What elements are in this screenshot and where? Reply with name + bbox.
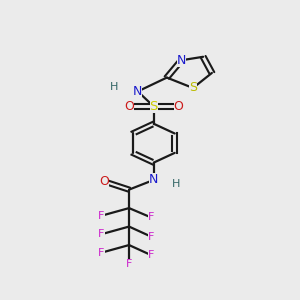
Text: F: F	[98, 211, 105, 221]
Text: N: N	[177, 54, 186, 67]
Text: H: H	[172, 179, 181, 189]
Text: F: F	[148, 232, 154, 242]
Text: F: F	[148, 250, 154, 260]
Text: N: N	[149, 173, 158, 186]
Text: F: F	[148, 212, 154, 222]
Text: O: O	[173, 100, 183, 113]
Text: N: N	[133, 85, 142, 98]
Text: H: H	[110, 82, 119, 92]
Text: S: S	[150, 100, 158, 113]
Text: F: F	[98, 229, 105, 239]
Text: F: F	[98, 248, 105, 258]
Text: F: F	[126, 259, 132, 269]
Text: S: S	[189, 82, 197, 94]
Text: O: O	[124, 100, 134, 113]
Text: O: O	[99, 175, 109, 188]
